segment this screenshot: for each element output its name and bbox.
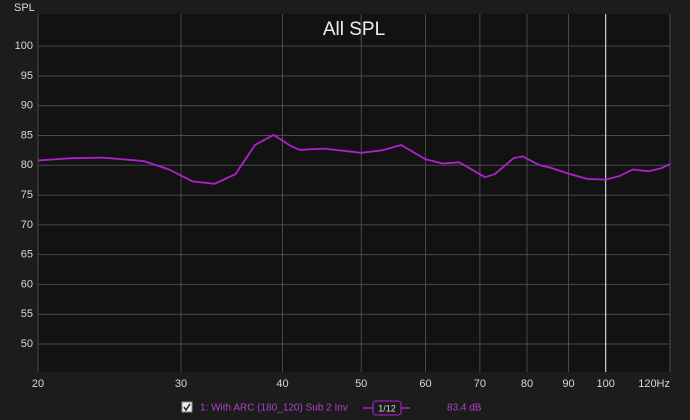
y-tick-label: 100 (15, 40, 33, 52)
y-tick-label: 75 (21, 189, 33, 201)
y-tick-label: 90 (21, 100, 33, 112)
y-tick-label: 50 (21, 338, 33, 350)
y-tick-label: 95 (21, 70, 33, 82)
y-tick-label: 80 (21, 159, 33, 171)
y-tick-label: 55 (21, 308, 33, 320)
checkbox[interactable] (181, 401, 193, 413)
legend-entry[interactable]: 1: With ARC (180_120) Sub 2 Inv (200, 403, 348, 414)
x-tick-label: 80 (521, 378, 533, 390)
x-tick-label: 100 (597, 378, 615, 390)
checkmark (183, 403, 191, 412)
x-tick-label: 20 (32, 378, 44, 390)
x-tick-label: 70 (474, 378, 486, 390)
x-tick-label: 30 (175, 378, 187, 390)
y-axis-label: SPL (14, 2, 35, 14)
x-tick-label: 60 (419, 378, 431, 390)
x-tick-label: 50 (355, 378, 367, 390)
x-tick-label: 90 (562, 378, 574, 390)
y-tick-label: 60 (21, 278, 33, 290)
y-tick-label: 65 (21, 249, 33, 261)
plot-area (38, 14, 670, 372)
series-line (37, 134, 671, 185)
y-tick-label: 70 (21, 219, 33, 231)
smoothing-label: 1/12 (378, 403, 396, 413)
y-tick-label: 85 (21, 129, 33, 141)
readout: 83.4 dB (447, 403, 482, 414)
chart-title: All SPL (323, 19, 385, 40)
x-tick-label: 40 (276, 378, 288, 390)
x-tick-label: 120Hz (638, 378, 670, 390)
smoothing-box[interactable] (372, 400, 402, 416)
